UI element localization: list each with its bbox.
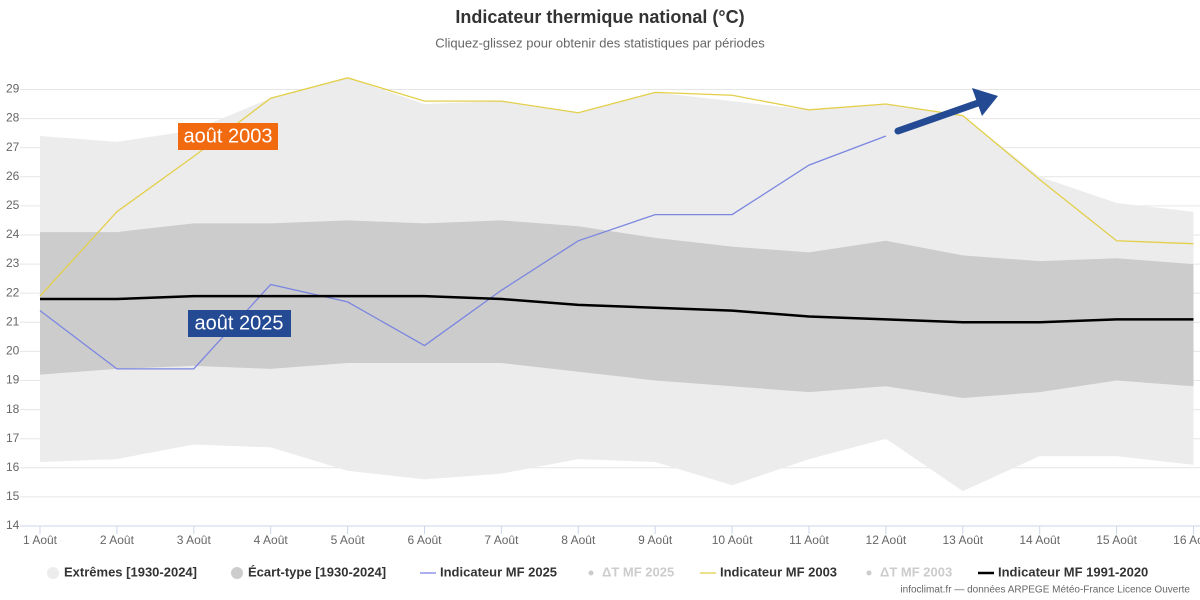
legend-swatch [47, 567, 59, 579]
legend-label: Écart-type [1930-2024] [248, 564, 386, 579]
series-layer [39, 77, 1194, 492]
legend: Extrêmes [1930-2024] Écart-type [1930-202… [47, 564, 1148, 579]
y-tick-label: 15 [6, 489, 20, 503]
legend-label: ΔT MF 2003 [880, 564, 952, 579]
legend-label: Indicateur MF 2003 [720, 564, 837, 579]
arrow [894, 99, 982, 135]
y-tick-label: 22 [6, 285, 20, 299]
legend-label: Extrêmes [1930-2024] [64, 564, 197, 579]
y-tick-label: 18 [6, 402, 20, 416]
chart-title: Indicateur thermique national (°C) [455, 7, 744, 27]
x-tick-label: 9 Août [638, 533, 673, 547]
y-tick-label: 19 [6, 373, 20, 387]
chart-subtitle: Cliquez-glissez pour obtenir des statist… [435, 35, 765, 50]
legend-swatch [866, 570, 872, 576]
y-tick-label: 26 [6, 169, 20, 183]
x-tick-label: 8 Août [561, 533, 596, 547]
annotation: août 2025 [195, 312, 284, 334]
legend-swatch [231, 567, 243, 579]
band [40, 220, 1194, 398]
x-tick-label: 1 Août [23, 533, 58, 547]
x-tick-label: 2 Août [100, 533, 135, 547]
legend-label: Indicateur MF 1991-2020 [998, 564, 1148, 579]
y-tick-label: 25 [6, 198, 20, 212]
x-tick-label: 5 Août [331, 533, 366, 547]
x-tick-label: 12 Août [866, 533, 907, 547]
y-tick-label: 20 [6, 344, 20, 358]
y-tick-label: 16 [6, 460, 20, 474]
x-tick-label: 10 Août [712, 533, 753, 547]
x-tick-label: 15 Août [1096, 533, 1137, 547]
y-tick-label: 21 [6, 314, 20, 328]
legend-label: ΔT MF 2025 [602, 564, 674, 579]
x-tick-label: 16 Août [1173, 533, 1200, 547]
x-tick-label: 13 Août [942, 533, 983, 547]
line [39, 135, 887, 370]
y-tick-label: 28 [6, 111, 20, 125]
annotation-box [188, 310, 291, 337]
y-tick-label: 27 [6, 140, 20, 154]
x-tick-label: 7 Août [484, 533, 519, 547]
line [40, 294, 1194, 324]
annotations: août 2003 août 2025 [178, 88, 998, 337]
y-tick-label: 24 [6, 227, 20, 241]
arrow-head [972, 88, 998, 116]
legend-label: Indicateur MF 2025 [440, 564, 557, 579]
x-tick-label: 6 Août [407, 533, 442, 547]
x-tick-label: 14 Août [1019, 533, 1060, 547]
credit: infoclimat.fr — données ARPEGE Météo-Fra… [900, 585, 1190, 596]
y-tick-label: 23 [6, 256, 20, 270]
y-tick-label: 29 [6, 82, 20, 96]
x-tick-label: 11 Août [789, 533, 829, 547]
y-tick-label: 17 [6, 431, 20, 445]
x-tick-label: 4 Août [254, 533, 289, 547]
legend-swatch [588, 570, 594, 576]
annotation-box [178, 123, 278, 150]
y-tick-label: 14 [6, 518, 20, 532]
annotation: août 2003 [184, 125, 273, 147]
x-tick-label: 3 Août [177, 533, 212, 547]
plot-area: 14 15 16 17 18 19 20 21 22 23 24 25 26 27 28 29 1 Août 2 … [6, 77, 1200, 547]
